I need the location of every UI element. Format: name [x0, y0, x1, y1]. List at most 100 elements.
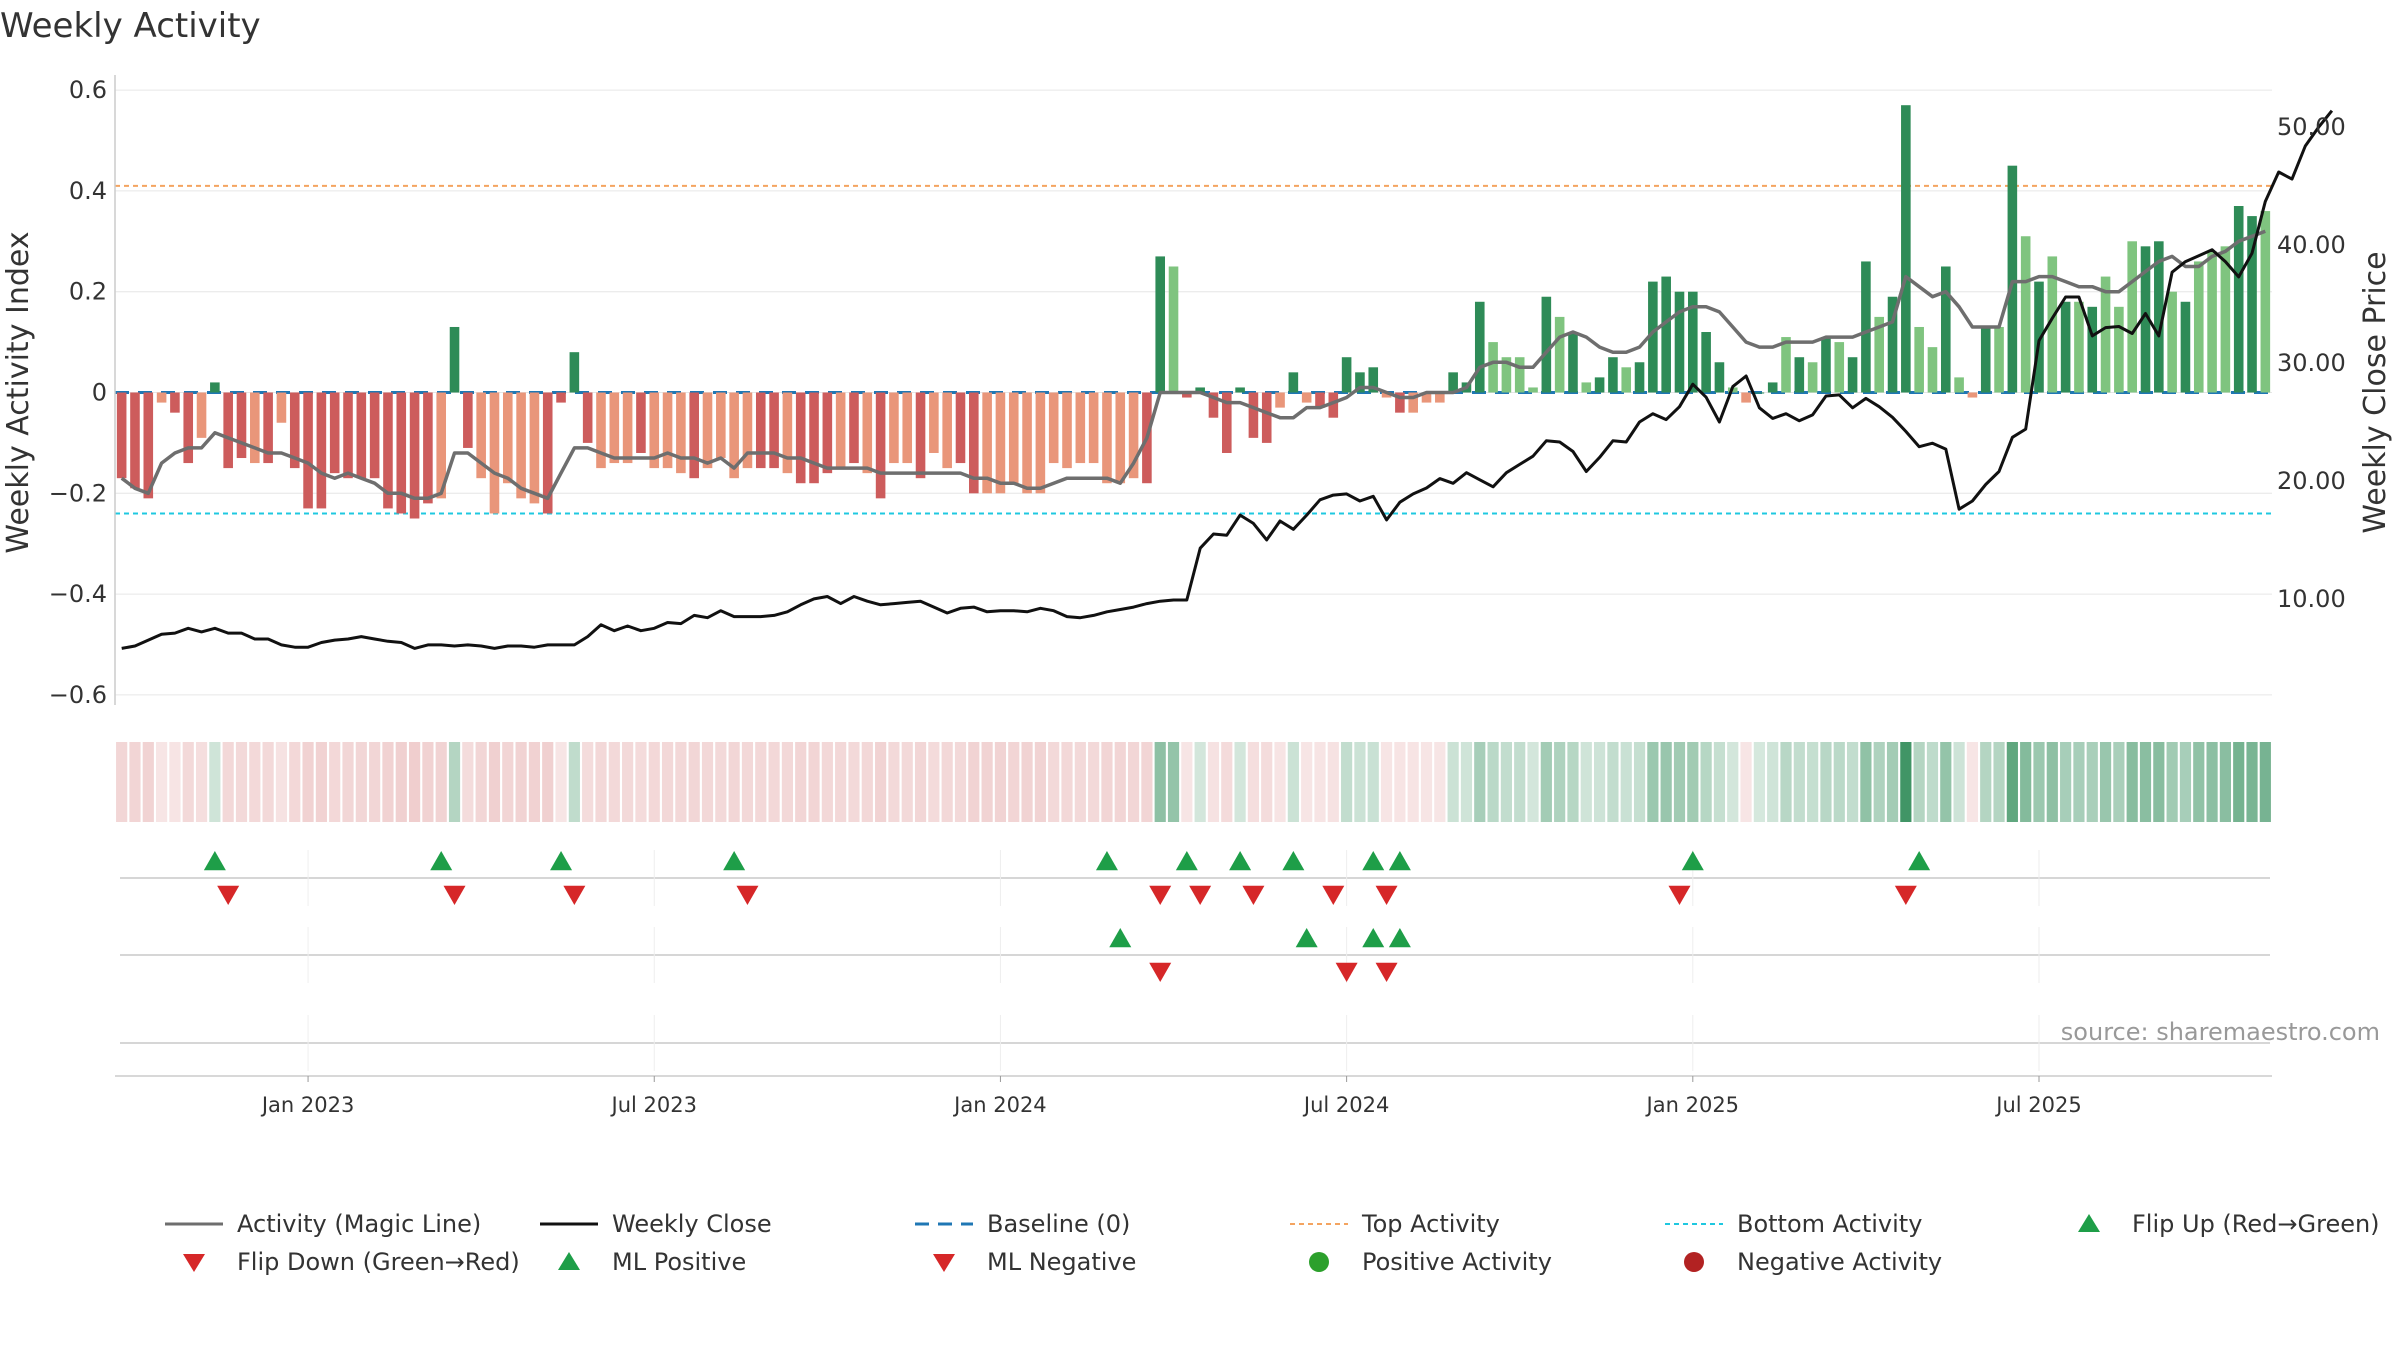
activity-bar: [1088, 392, 1099, 464]
legend-label: Weekly Close: [612, 1210, 772, 1238]
y2-tick-label: 40.00: [2277, 231, 2346, 259]
activity-bar: [755, 392, 766, 469]
heat-cell: [1647, 742, 1659, 822]
heat-cell: [448, 742, 461, 822]
activity-bar: [1168, 266, 1179, 393]
y2-tick-label: 20.00: [2277, 467, 2346, 495]
heat-cell: [1793, 742, 1805, 822]
activity-bar: [1954, 377, 1964, 393]
up-triangle-marker: [1362, 851, 1385, 871]
activity-heat-strip: [116, 742, 2271, 822]
activity-bar: [1554, 316, 1565, 393]
x-tick-label: Jul 2023: [610, 1093, 697, 1117]
activity-bar: [356, 392, 367, 479]
activity-bar: [2127, 241, 2137, 393]
down-triangle-marker: [1189, 885, 1212, 905]
series-lines: [120, 109, 2334, 650]
heat-cell: [1034, 742, 1046, 822]
up-triangle-marker: [1388, 851, 1411, 871]
activity-bar: [1474, 301, 1485, 393]
activity-bar: [1568, 332, 1578, 393]
activity-bar: [1927, 347, 1938, 393]
heat-cell: [1008, 742, 1020, 822]
activity-bar: [329, 392, 340, 474]
activity-bar: [476, 392, 486, 479]
activity-bar: [1501, 357, 1512, 393]
heat-cell: [129, 742, 141, 822]
heat-cell: [2046, 742, 2058, 822]
heat-cell: [901, 742, 913, 822]
heat-cell: [1673, 742, 1686, 822]
activity-bar: [409, 392, 420, 519]
heat-cell: [1527, 742, 1539, 822]
heat-cell: [2126, 742, 2138, 822]
activity-bar: [250, 392, 260, 464]
activity-bar: [1621, 367, 1632, 393]
activity-bar: [1288, 372, 1299, 393]
activity-bar: [1608, 357, 1618, 393]
activity-bar: [622, 392, 633, 464]
y-tick-label: 0.6: [69, 76, 107, 104]
activity-bar: [662, 392, 673, 469]
activity-bar: [1182, 392, 1192, 398]
activity-bar: [1514, 357, 1525, 393]
heat-cell: [1341, 742, 1353, 822]
activity-bar: [183, 392, 194, 464]
activity-bar: [2140, 246, 2151, 393]
heat-cell: [462, 742, 474, 822]
heat-cell: [595, 742, 607, 822]
heat-cell: [1314, 742, 1326, 822]
heat-cell: [781, 742, 793, 822]
heat-cell: [2259, 742, 2271, 822]
heat-cell: [315, 742, 327, 822]
heat-cell: [342, 742, 354, 822]
heat-cell: [1833, 742, 1845, 822]
activity-bar: [369, 392, 380, 479]
activity-bar: [782, 392, 793, 474]
activity-bar: [795, 392, 806, 484]
activity-bar: [542, 392, 553, 514]
heat-cell: [808, 742, 820, 822]
source-label: source: sharemaestro.com: [2061, 1018, 2380, 1046]
activity-bar: [2047, 256, 2058, 393]
activity-bar: [649, 392, 660, 469]
activity-bar: [1661, 276, 1671, 393]
x-tick-label: Jul 2025: [1994, 1093, 2081, 1117]
activity-bar: [716, 392, 726, 459]
heat-cell: [861, 742, 873, 822]
heat-cell: [209, 742, 221, 822]
heat-cell: [1767, 742, 1779, 822]
activity-bar: [156, 392, 167, 403]
activity-bar: [2233, 206, 2244, 393]
activity-bar: [1821, 337, 1831, 393]
activity-bar: [1102, 392, 1112, 484]
heat-cell: [1261, 742, 1273, 822]
activity-bar: [1275, 392, 1285, 408]
axes: 0.6 0.4 0.2 0 −0.2 −0.4 −0.6 50.00 40.00 30.00 20.…: [1, 75, 2393, 709]
activity-bar: [742, 392, 753, 469]
activity-bar: [969, 392, 979, 494]
activity-bar: [929, 392, 939, 453]
heat-cell: [795, 742, 807, 822]
heat-cell: [675, 742, 687, 822]
heat-cell: [2153, 742, 2165, 822]
up-triangle-marker: [1295, 928, 1318, 948]
heat-cell: [1447, 742, 1459, 822]
activity-bar: [1861, 261, 1871, 393]
activity-bar: [2114, 306, 2124, 393]
reference-lines: [115, 184, 2272, 515]
heat-cell: [1074, 742, 1086, 822]
y-tick-label: −0.2: [49, 479, 107, 507]
down-triangle-marker: [1322, 885, 1345, 905]
heat-cell: [914, 742, 927, 822]
gridlines: [115, 89, 2272, 696]
activity-bar: [289, 392, 300, 469]
heat-cell: [1434, 742, 1446, 822]
heat-cell: [2193, 742, 2205, 822]
activity-bar: [569, 352, 580, 393]
heat-cell: [515, 742, 527, 822]
activity-bar: [170, 392, 180, 413]
activity-bar: [995, 392, 1006, 494]
legend-swatch: [933, 1254, 955, 1272]
heat-cell: [1820, 742, 1832, 822]
